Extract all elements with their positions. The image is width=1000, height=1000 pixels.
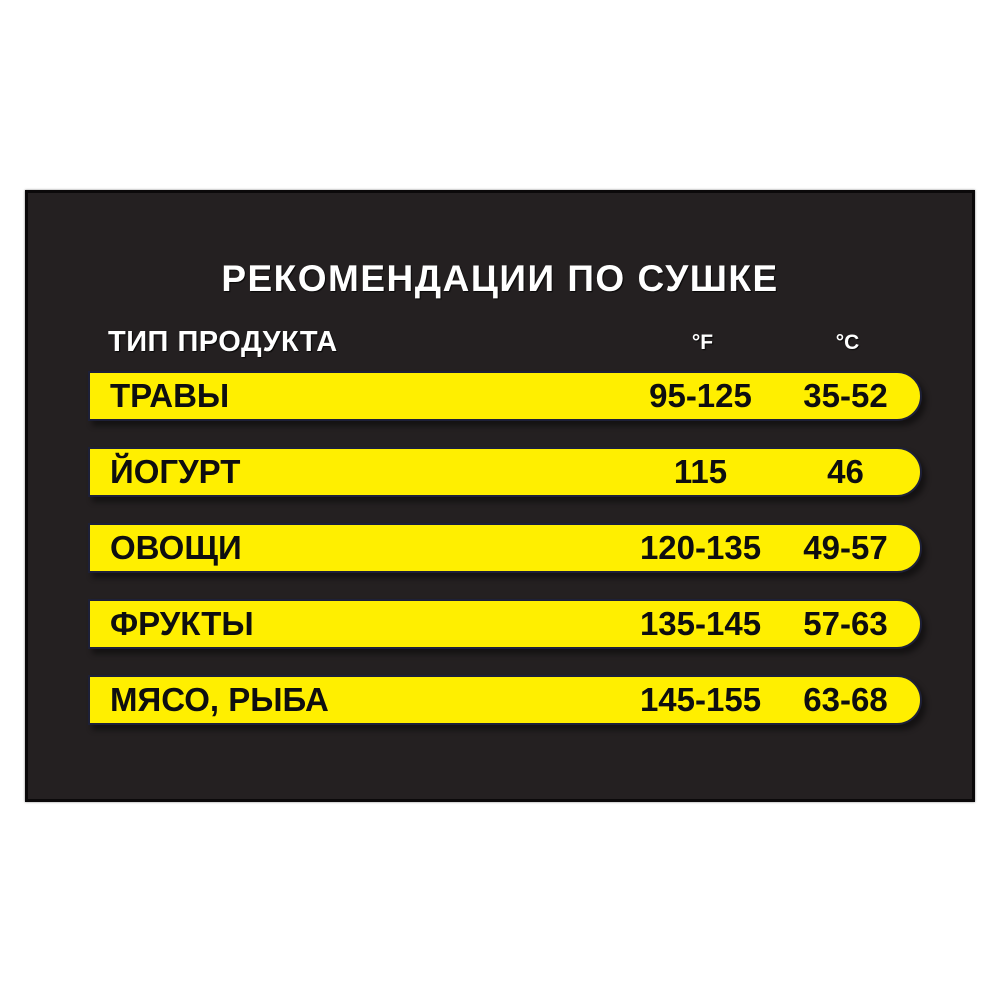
celsius-value-cell: 63-68 [803,680,888,718]
column-header-fahrenheit: °F [691,330,714,354]
page-title: РЕКОМЕНДАЦИИ ПО СУШКЕ [221,258,779,299]
table-row-yogurt: ЙОГУРТ 115 46 [88,446,922,497]
product-name-cell: МЯСО, РЫБА [110,680,329,718]
table-row-herbs: ТРАВЫ 95-125 35-52 [88,370,922,421]
table-row-fruits: ФРУКТЫ 135-145 57-63 [88,598,922,649]
celsius-value-cell: 35-52 [803,376,888,414]
fahrenheit-value-cell: 95-125 [649,376,752,414]
fahrenheit-value-cell: 145-155 [639,680,762,718]
product-name-cell: ОВОЩИ [110,528,242,566]
column-header-celsius: °C [835,330,860,354]
table-row-vegetables: ОВОЩИ 120-135 49-57 [88,522,922,573]
table-row-meat-fish: МЯСО, РЫБА 145-155 63-68 [88,674,922,725]
table-body: ТРАВЫ 95-125 35-52 ЙОГУРТ 115 46 ОВОЩИ 1… [28,370,972,725]
celsius-value-cell: 46 [827,452,864,490]
product-name-cell: ЙОГУРТ [110,452,241,490]
celsius-value-cell: 57-63 [803,604,888,642]
fahrenheit-value-cell: 135-145 [639,604,762,642]
column-header-product: ТИП ПРОДУКТА [108,326,338,359]
product-name-cell: ФРУКТЫ [110,604,254,642]
fahrenheit-value-cell: 120-135 [639,528,762,566]
celsius-value-cell: 49-57 [803,528,888,566]
drying-guide-panel: РЕКОМЕНДАЦИИ ПО СУШКЕ ТИП ПРОДУКТА °F °C… [25,190,975,802]
fahrenheit-value-cell: 115 [673,452,728,490]
table-header-row: ТИП ПРОДУКТА °F °C [88,326,922,359]
product-name-cell: ТРАВЫ [110,376,230,414]
